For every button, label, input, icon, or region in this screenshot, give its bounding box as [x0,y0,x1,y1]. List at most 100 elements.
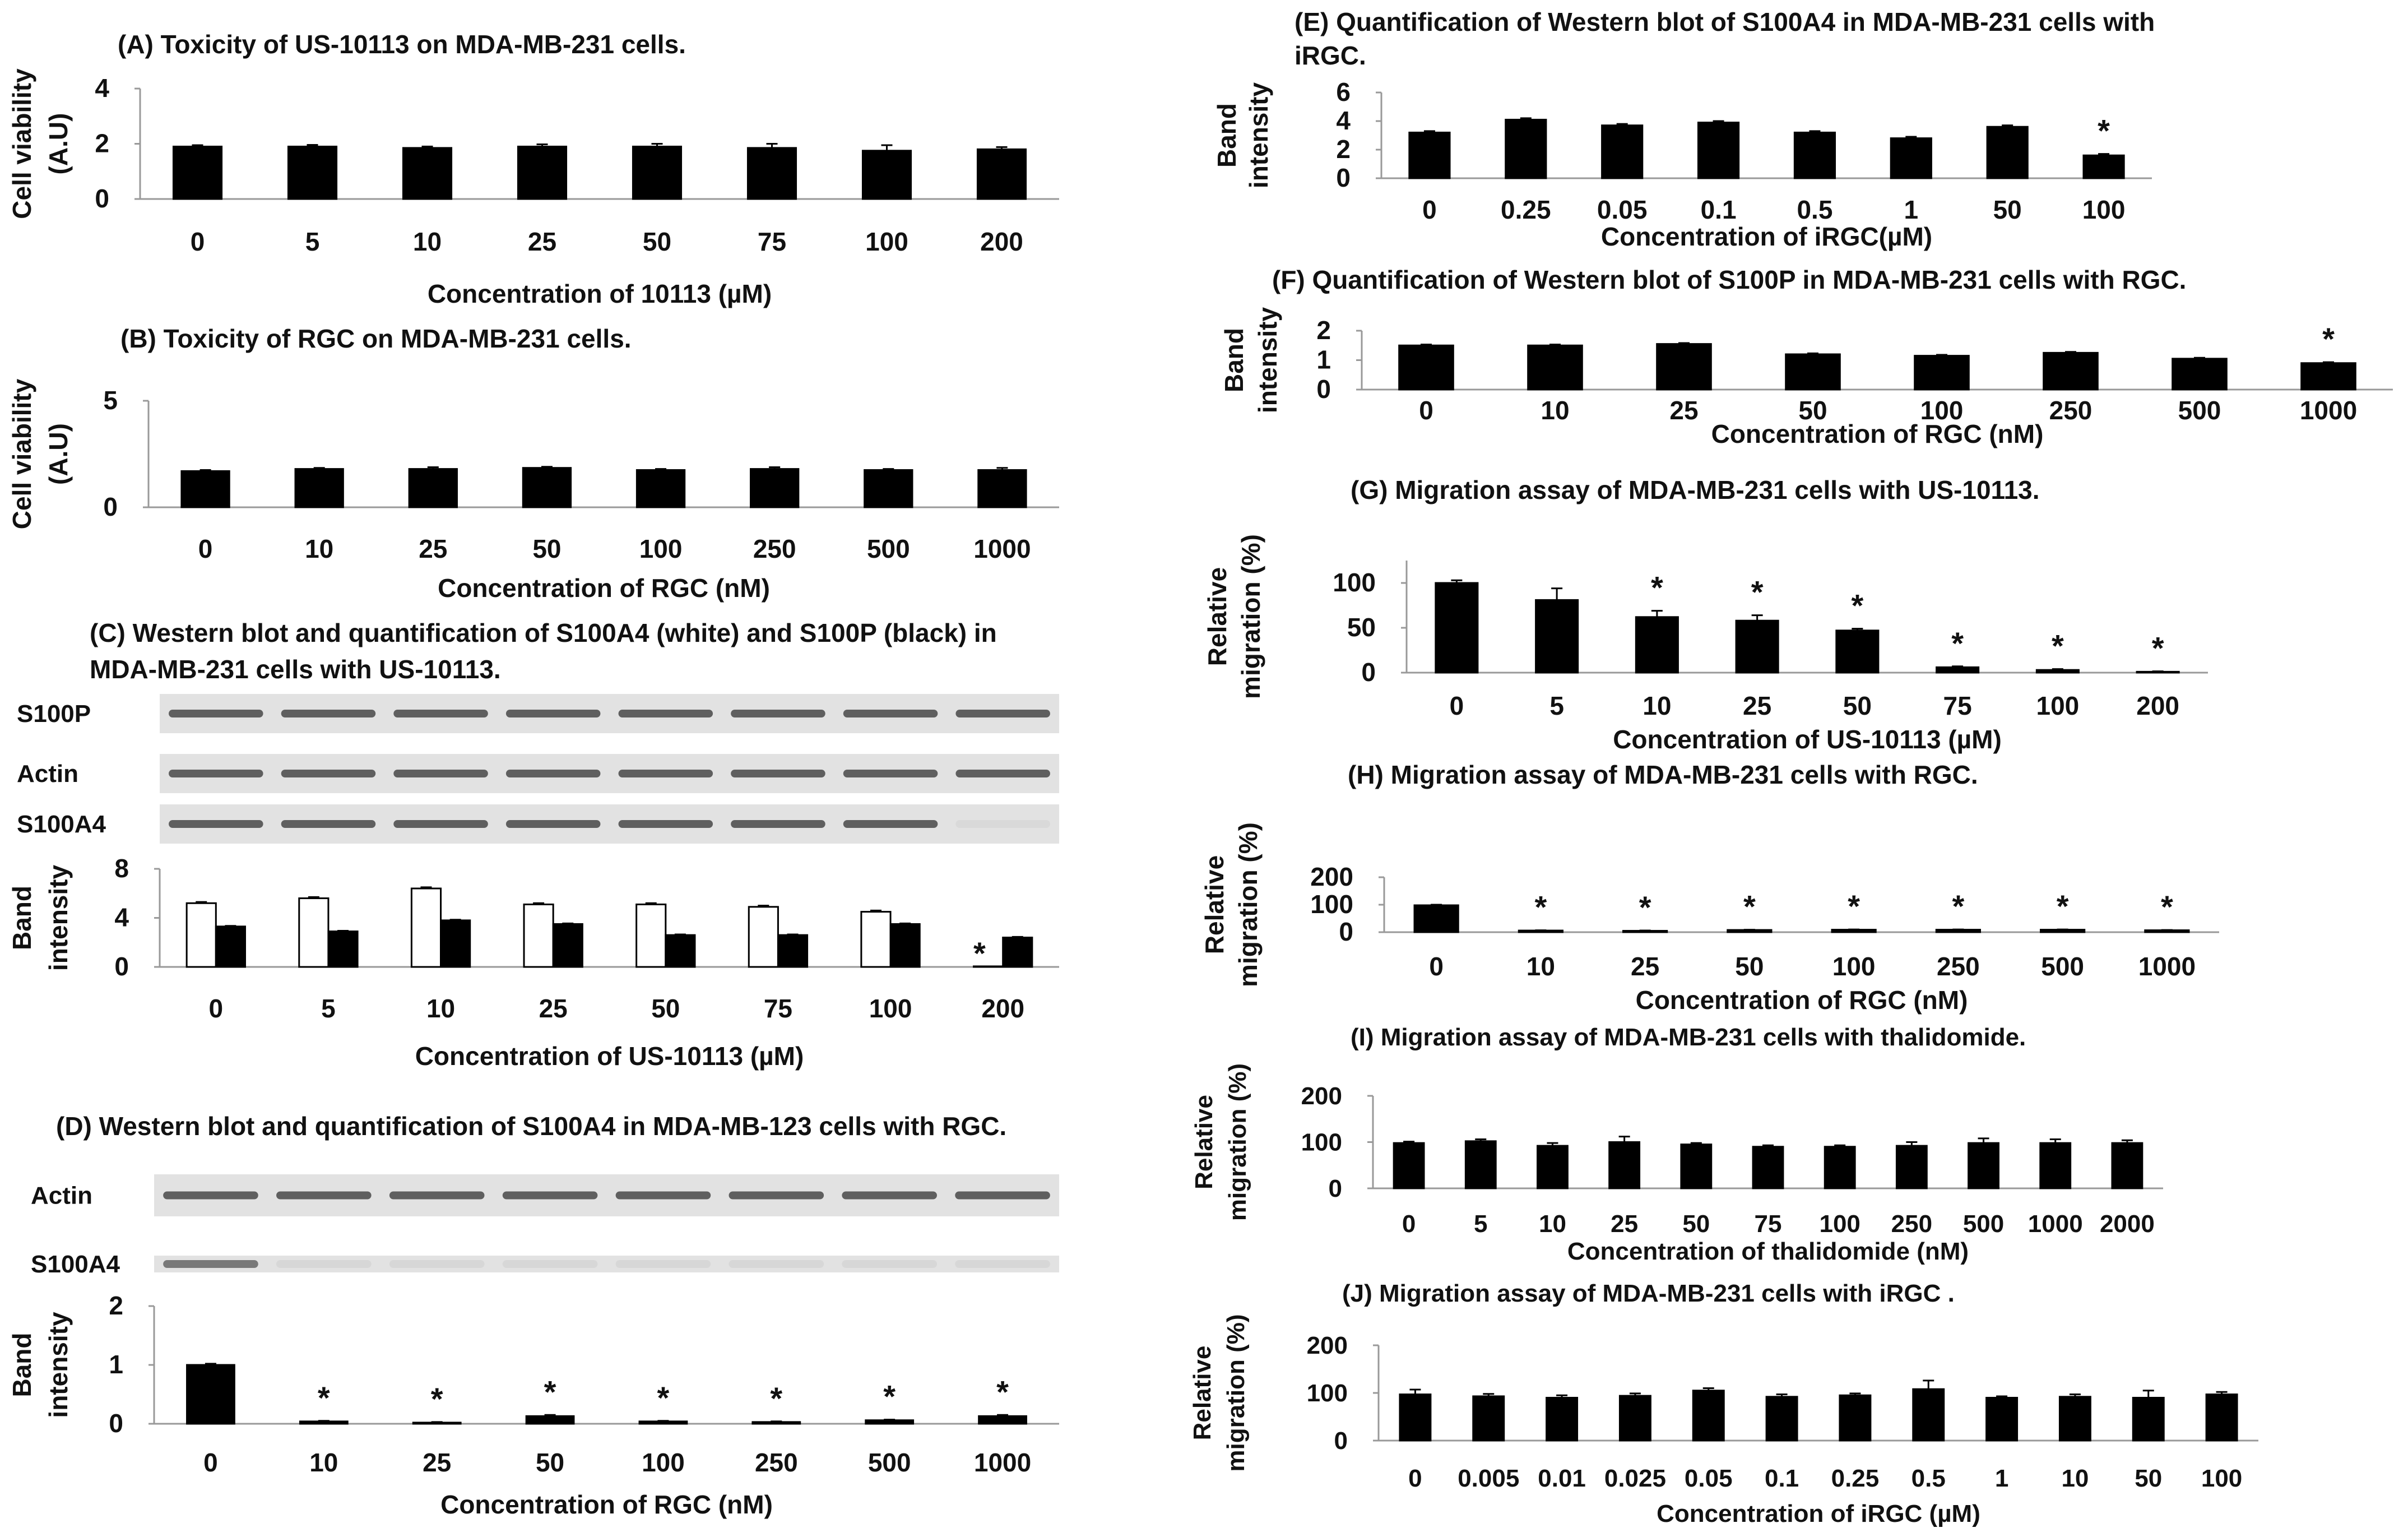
x-tick-label: 25 [1631,952,1659,981]
y-tick-label: 200 [1310,862,1353,891]
bar [1752,1146,1784,1189]
y-tick-label: 0 [109,1409,123,1438]
bar [180,470,230,508]
x-tick-label: 200 [981,994,1024,1023]
blot-band [843,820,938,828]
x-tick-label: 100 [642,1448,685,1477]
y-tick-label: 50 [1347,613,1376,642]
bar [635,903,667,968]
bar [1895,1145,1928,1189]
chart-f: (F) Quantification of Western blot of S1… [1219,265,2393,448]
bar [2039,1142,2072,1189]
x-tick-label: 10 [426,994,455,1023]
y-tick-label: 2 [109,1291,123,1320]
chart-title: (J) Migration assay of MDA-MB-231 cells … [1342,1280,1955,1307]
bar [865,1419,915,1425]
x-tick-label: 75 [764,994,792,1023]
x-tick-label: 1000 [2028,1210,2083,1238]
bar [1608,1141,1641,1189]
x-tick-label: 50 [1735,952,1764,981]
significance-star: * [883,1379,896,1414]
x-tick-label: 25 [1743,691,1771,720]
x-tick-label: 50 [1993,195,2022,224]
x-tick-label: 10 [1643,691,1671,720]
x-tick-label: 1000 [974,1448,1031,1477]
x-tick-label: 100 [1832,952,1876,981]
bar [2058,1396,2091,1442]
blot-label: S100P [17,700,91,728]
chart-g: (G) Migration assay of MDA-MB-231 cells … [1203,475,2208,754]
x-tick-label: 50 [651,994,680,1023]
blot-band [505,770,601,777]
bar [864,469,913,508]
significance-star: * [544,1374,556,1409]
chart-title: (I) Migration assay of MDA-MB-231 cells … [1351,1024,2026,1051]
y-tick-label: 2 [95,129,109,158]
x-tick-label: 100 [2201,1465,2242,1492]
bar [632,145,683,200]
y-tick-label: 200 [1301,1082,1342,1110]
significance-star: * [1848,888,1860,924]
x-tick-label: 5 [305,227,320,256]
x-tick-label: 25 [528,227,556,256]
bar [1656,343,1712,391]
bar [298,897,330,968]
y-axis-label: (A.U) [44,113,73,175]
x-tick-label: 1 [1995,1465,2008,1492]
bar [185,902,217,968]
x-tick-label: 10 [413,227,442,256]
x-tick-label: 10 [2061,1465,2089,1492]
bar [327,930,359,968]
x-tick-label: 1000 [2300,396,2357,425]
x-tick-label: 0 [1450,691,1464,720]
blot-band [393,820,488,828]
x-axis-label: Concentration of US-10113 (µM) [1613,725,2002,754]
bar [1464,1140,1497,1189]
bar [1535,599,1579,674]
blot-label: Actin [17,760,78,788]
y-axis-label: Relative [1190,1095,1218,1189]
y-axis-label: intensity [44,865,73,971]
blot-band [729,1191,824,1200]
y-axis-label: Band [7,1333,36,1397]
chart-title: (C) Western blot and quantification of S… [90,618,997,647]
y-tick-label: 2 [1336,135,1351,164]
bar [517,145,568,200]
bar [1527,344,1583,391]
y-tick-label: 6 [1336,77,1351,107]
bar [172,145,223,200]
bar [1505,118,1547,179]
y-axis-label: Relative [1200,855,1229,954]
bar [1912,1388,1945,1442]
x-tick-label: 10 [309,1448,338,1477]
bar [1635,616,1679,674]
x-tick-label: 50 [2135,1465,2162,1492]
bar [402,147,453,200]
x-tick-label: 0 [1419,396,1433,425]
bar [410,887,442,968]
x-axis-label: Concentration of iRGC (µM) [1657,1500,1980,1527]
blot-band [389,1260,485,1268]
bar [440,919,471,968]
y-axis-label: Relative [1189,1346,1216,1441]
x-tick-label: 250 [755,1448,798,1477]
x-tick-label: 25 [419,534,447,563]
bar [525,1415,575,1425]
y-tick-label: 2 [1316,316,1331,345]
y-tick-label: 0 [1361,658,1376,687]
x-axis-label: Concentration of RGC (nM) [438,573,770,603]
bar [1680,1144,1713,1189]
bar [1472,1395,1505,1442]
blot-band [393,710,488,717]
bar [665,934,696,968]
bar [1835,629,1880,674]
bar [2205,1394,2238,1442]
y-axis-label: intensity [44,1312,73,1418]
x-tick-label: 50 [1843,691,1872,720]
blot-band [169,770,263,777]
blot-band [955,1191,1050,1200]
bar [1393,1142,1425,1189]
y-tick-label: 100 [1310,890,1353,919]
chart-title: iRGC. [1295,41,1366,70]
x-tick-label: 2000 [2100,1210,2155,1238]
